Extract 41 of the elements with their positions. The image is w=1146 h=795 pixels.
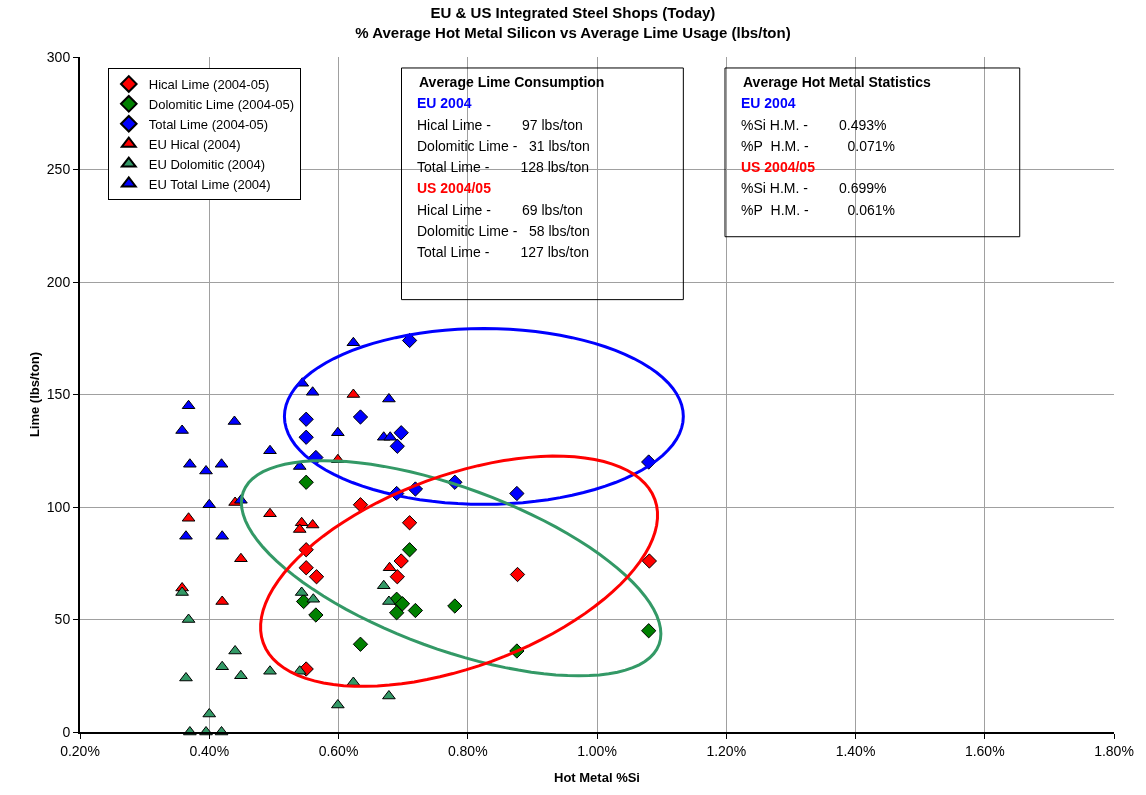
annotation: US 2004/05: [417, 180, 492, 196]
legend-label: EU Dolomitic (2004): [148, 156, 266, 172]
annotation: Dolomitic Lime - 31 lbs/ton: [417, 138, 590, 154]
chart-title: EU & US Integrated Steel Shops (Today) % Average Hot Metal Silicon vs Average Lime Usage (lbs/ton): [355, 4, 791, 41]
annotation: Hical Lime - 69 lbs/ton: [417, 202, 583, 218]
annotation: %P H.M. - 0.061%: [741, 202, 896, 218]
x-tick-label: 0.20%: [60, 742, 100, 759]
legend-label: Dolomitic Lime (2004-05): [148, 96, 295, 112]
y-tick-label: 0: [62, 723, 71, 740]
x-tick-label: 0.60%: [318, 742, 359, 759]
annotation: Hical Lime - 97 lbs/ton: [417, 117, 583, 133]
annotation: %Si H.M. - 0.493%: [741, 117, 887, 133]
annotation: %P H.M. - 0.071%: [741, 138, 896, 154]
annotation: %Si H.M. - 0.699%: [741, 180, 887, 196]
x-tick-label: 1.40%: [835, 742, 876, 759]
y-tick-label: 300: [46, 48, 71, 65]
x-tick-label: 1.20%: [706, 742, 747, 759]
x-tick-label: 1.00%: [577, 742, 617, 759]
x-tick-label: 1.60%: [964, 742, 1005, 759]
y-tick-label: 250: [46, 161, 71, 178]
x-tick-label: 1.80%: [1094, 742, 1134, 759]
y-tick-label: 50: [54, 611, 71, 628]
legend-label: Total Lime (2004-05): [148, 116, 269, 132]
annotation: Average Hot Metal Statistics: [743, 74, 931, 90]
y-tick-label: 150: [46, 386, 71, 403]
y-tick-label: 200: [46, 273, 71, 290]
x-tick-label: 0.80%: [447, 742, 488, 759]
annotation: EU 2004: [417, 95, 472, 111]
annotation: Dolomitic Lime - 58 lbs/ton: [417, 223, 590, 239]
y-axis-title: Lime (lbs/ton): [27, 351, 43, 438]
legend-label: EU Hical (2004): [148, 136, 241, 152]
annotation: Average Lime Consumption: [419, 74, 605, 90]
annotation: US 2004/05: [741, 159, 816, 175]
legend-label: Hical Lime (2004-05): [148, 77, 270, 92]
x-axis-title: Hot Metal %Si: [554, 769, 640, 785]
annotation: Total Lime - 127 lbs/ton: [417, 244, 589, 260]
x-tick-label: 0.40%: [189, 742, 230, 759]
annotation: EU 2004: [741, 95, 796, 111]
annotation: Total Lime - 128 lbs/ton: [417, 159, 589, 175]
legend-label: EU Total Lime (2004): [148, 176, 271, 192]
y-tick-label: 100: [46, 498, 71, 515]
